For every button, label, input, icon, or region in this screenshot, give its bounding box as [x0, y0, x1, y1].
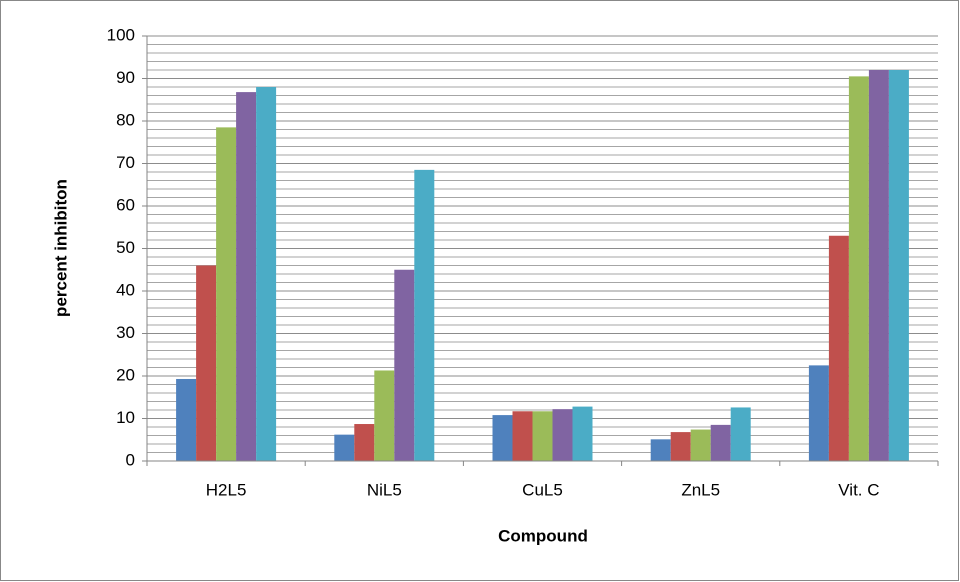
bar	[572, 406, 593, 461]
y-tick-label: 50	[116, 238, 135, 257]
y-tick-label: 80	[116, 110, 135, 129]
x-tick-label: CuL5	[522, 480, 563, 499]
x-tick-label: H2L5	[206, 480, 247, 499]
bar	[512, 411, 533, 461]
x-tick-label: Vit. C	[838, 480, 879, 499]
bar	[828, 235, 849, 461]
bar	[492, 415, 513, 461]
bar	[176, 378, 197, 461]
bar	[650, 439, 671, 461]
bar	[690, 429, 711, 461]
y-tick-label: 100	[107, 25, 135, 44]
bar	[888, 70, 909, 461]
bar	[710, 424, 731, 461]
bar	[236, 92, 257, 461]
bar	[868, 70, 889, 461]
bar	[414, 169, 435, 461]
y-tick-label: 70	[116, 153, 135, 172]
y-axis-title: percent inhibiton	[51, 179, 70, 317]
bar	[256, 87, 277, 461]
bar	[216, 127, 237, 461]
bar	[848, 76, 869, 461]
bar	[552, 409, 573, 461]
y-tick-label: 60	[116, 195, 135, 214]
bar	[334, 434, 355, 461]
bar	[374, 370, 395, 461]
y-tick-label: 90	[116, 68, 135, 87]
bar	[354, 424, 375, 461]
y-tick-label: 30	[116, 323, 135, 342]
bar	[196, 265, 217, 461]
x-tick-label: NiL5	[367, 480, 402, 499]
bar	[730, 407, 751, 461]
x-axis-title: Compound	[498, 526, 588, 545]
bar	[808, 365, 829, 461]
y-tick-label: 40	[116, 280, 135, 299]
x-tick-label: ZnL5	[681, 480, 720, 499]
bar	[394, 269, 415, 461]
y-tick-label: 10	[116, 408, 135, 427]
bar	[532, 411, 553, 461]
bar	[670, 432, 691, 461]
y-tick-label: 0	[126, 450, 135, 469]
y-tick-label: 20	[116, 365, 135, 384]
